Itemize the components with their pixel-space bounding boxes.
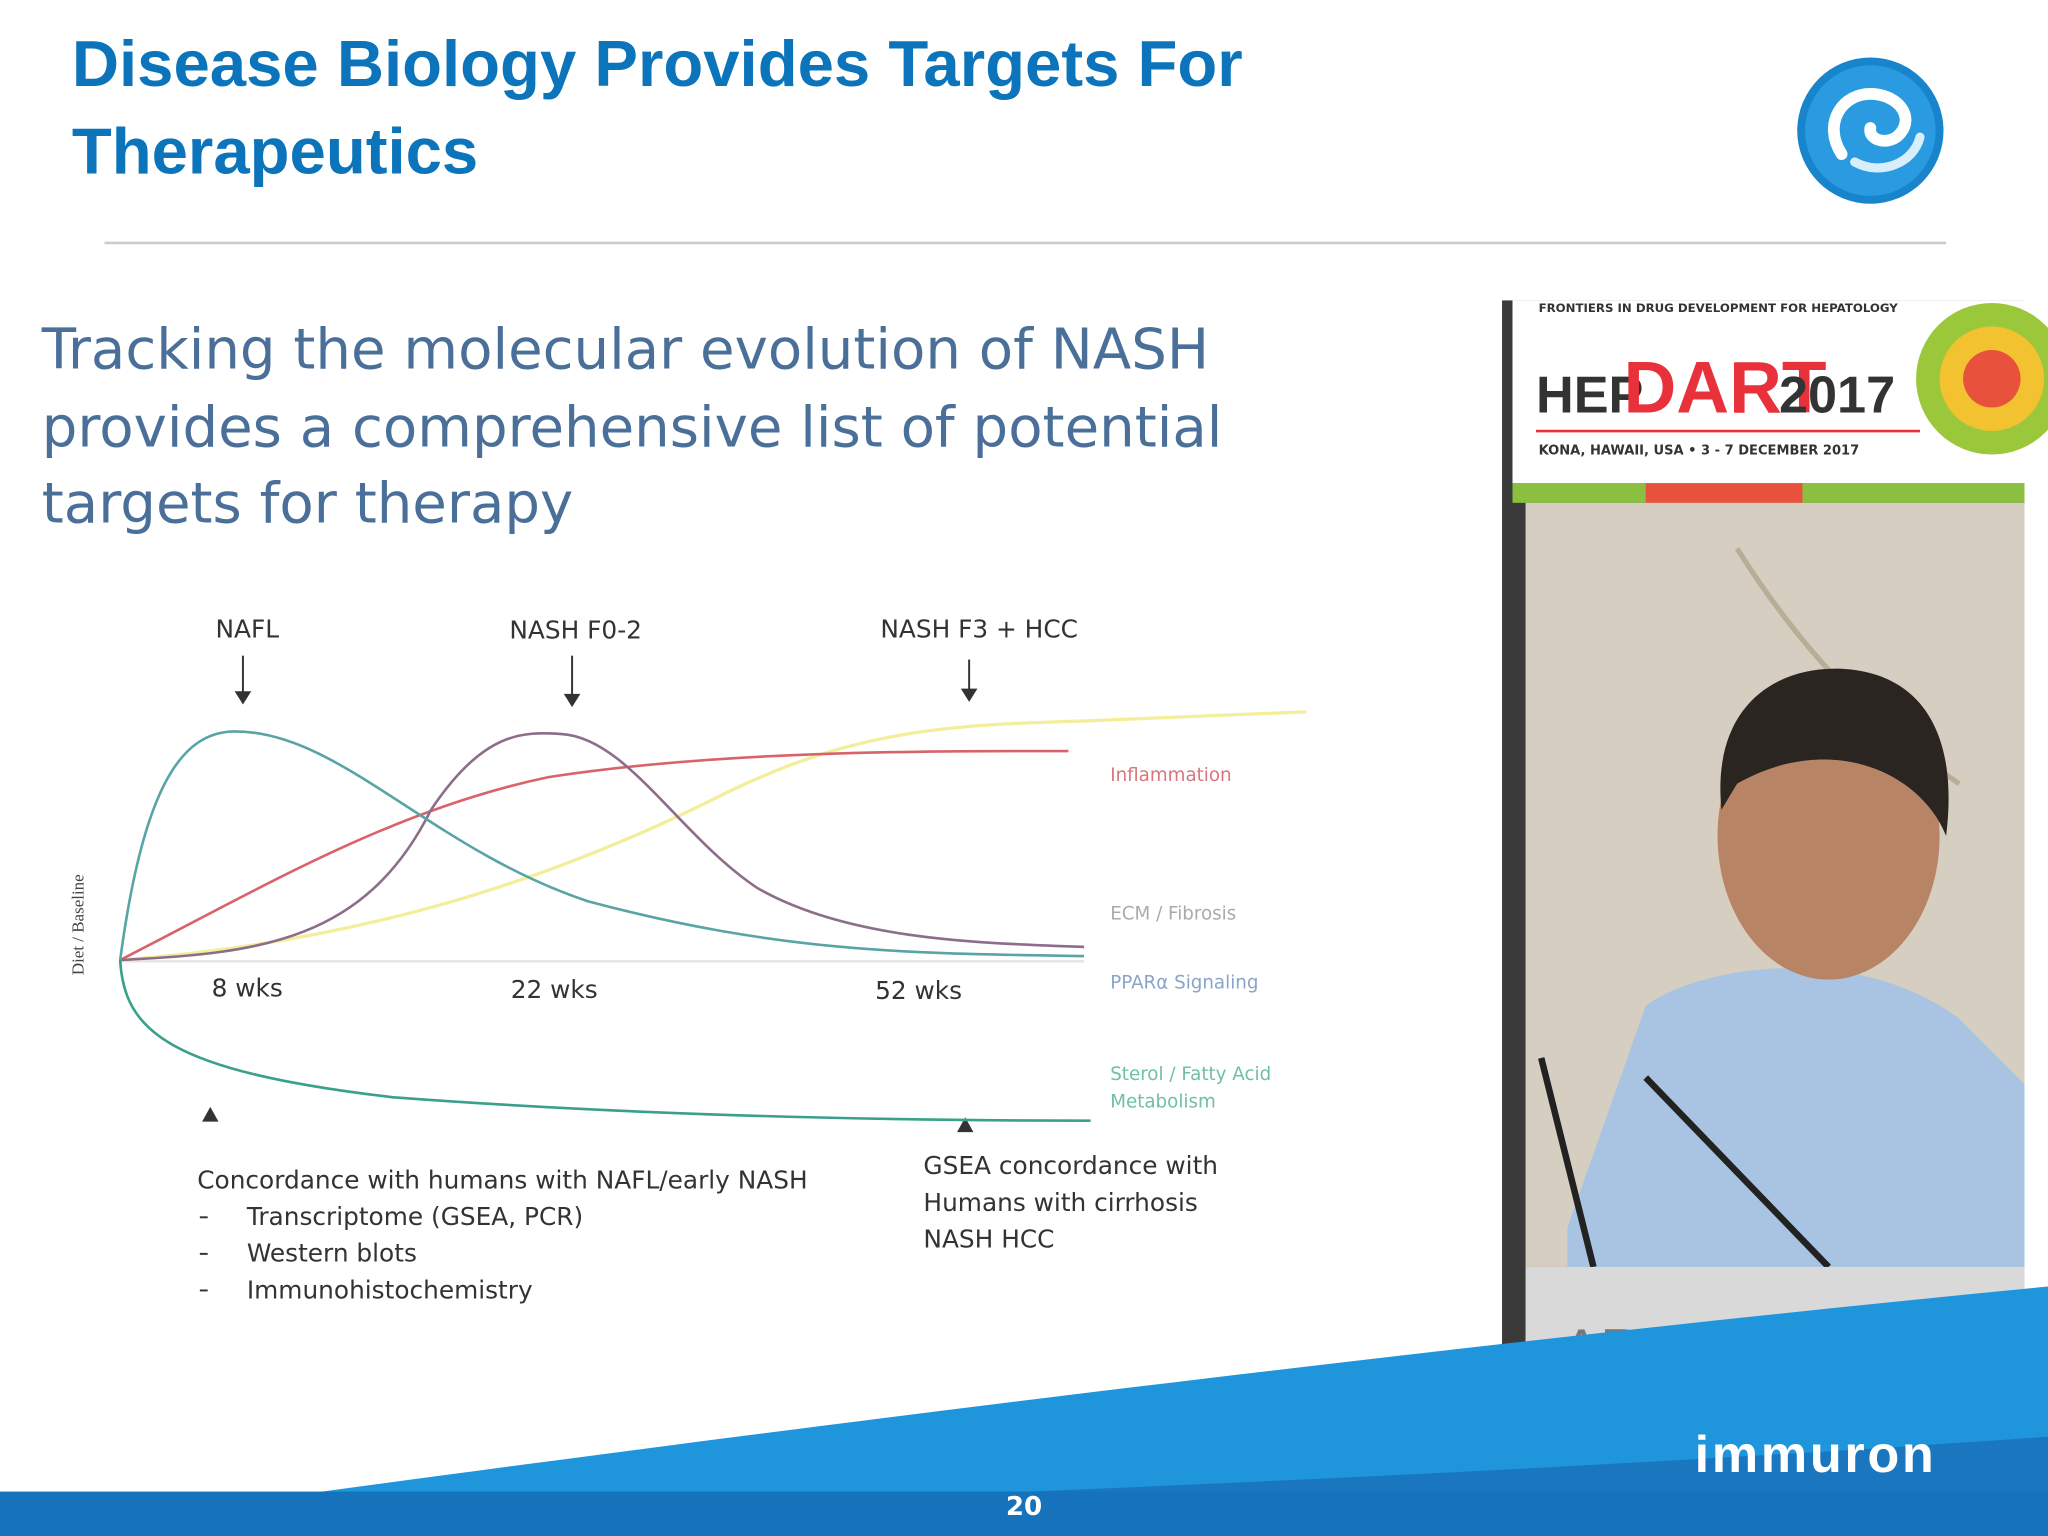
note-line: GSEA concordance with [923, 1151, 1218, 1180]
curve-label: Inflammation [1110, 765, 1231, 786]
event-location: KONA, HAWAII, USA • 3 - 7 DECEMBER 2017 [1539, 444, 1860, 459]
curve-label: ECM / Fibrosis [1110, 904, 1236, 925]
page-number: 20 [1006, 1492, 1042, 1522]
title-line: Disease Biology Provides Targets For [72, 27, 1243, 100]
event-name: DART [1624, 348, 1827, 429]
curve-label: Sterol / Fatty Acid [1110, 1064, 1271, 1085]
event-year: 2017 [1779, 367, 1895, 425]
note-line: NASH HCC [923, 1224, 1054, 1253]
axis-label: Diet / Baseline [69, 874, 88, 975]
time-label: 8 wks [212, 974, 283, 1003]
left-note: Concordance with humans with NAFL/early … [197, 1166, 807, 1305]
note-heading: Concordance with humans with NAFL/early … [197, 1166, 807, 1195]
footer-logo: immuron [1695, 1426, 1937, 1484]
stage-label: NAFL [216, 614, 280, 643]
heading-line: Tracking the molecular evolution of NASH [41, 317, 1209, 382]
right-note: GSEA concordance with Humans with cirrho… [923, 1151, 1218, 1253]
curve-label: PPARα Signaling [1110, 973, 1258, 994]
note-item: Transcriptome (GSEA, PCR) [246, 1202, 583, 1231]
title-line: Therapeutics [72, 115, 478, 188]
video-panel: FRONTIERS IN DRUG DEVELOPMENT FOR HEPATO… [1502, 300, 2048, 1382]
note-item: Western blots [247, 1239, 417, 1268]
note-item: Immunohistochemistry [247, 1275, 533, 1304]
company-logo [1797, 57, 1944, 204]
footer: immuron 20 [0, 1286, 2048, 1536]
stage-label: NASH F0-2 [509, 616, 642, 645]
curve-label: Metabolism [1110, 1092, 1216, 1113]
event-name: HEP [1536, 367, 1643, 425]
time-label: 22 wks [511, 975, 598, 1004]
note-line: Humans with cirrhosis [923, 1188, 1197, 1217]
stage-label: NASH F3 + HCC [880, 614, 1078, 643]
heading-line: provides a comprehensive list of potenti… [42, 396, 1223, 461]
diagram: NAFL NASH F0-2 NASH F3 + HCC Diet / Base… [69, 614, 1307, 1133]
time-label: 52 wks [875, 976, 962, 1005]
banner: FRONTIERS IN DRUG DEVELOPMENT FOR HEPATO… [1539, 301, 1899, 315]
heading-line: targets for therapy [42, 471, 573, 536]
